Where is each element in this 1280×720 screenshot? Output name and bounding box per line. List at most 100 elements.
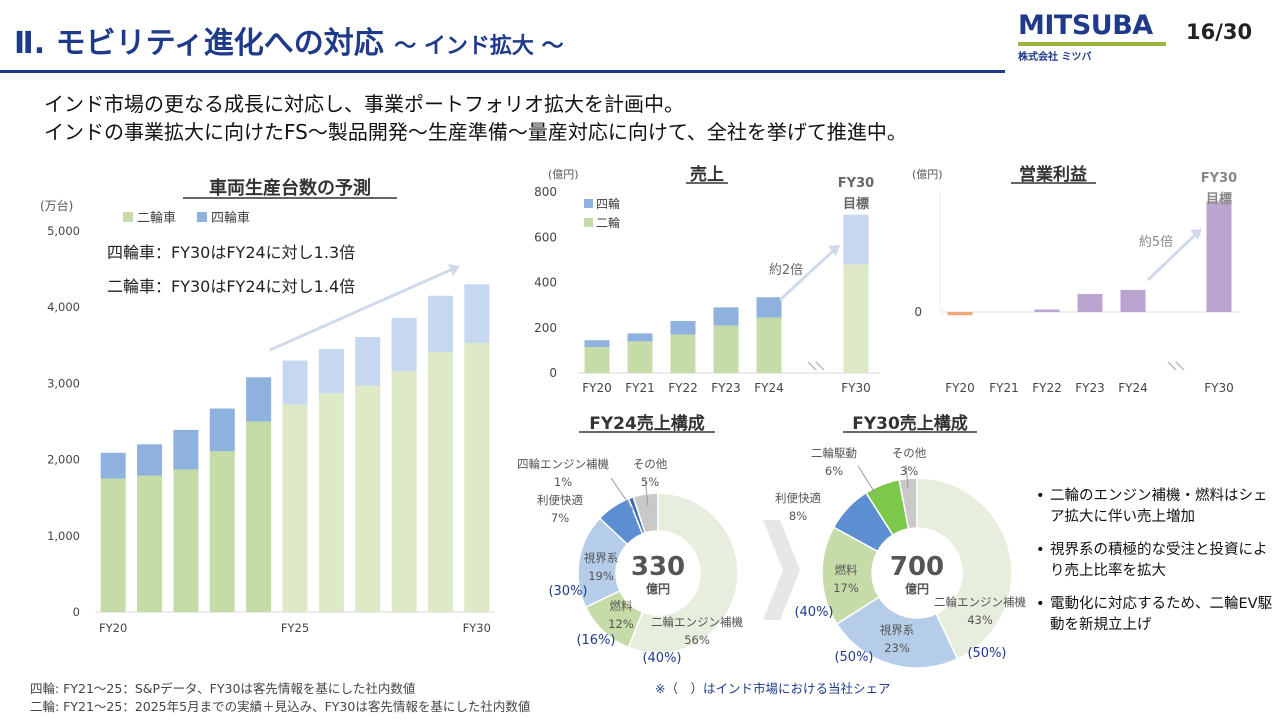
donut2-label: 視界系 [880, 623, 915, 637]
page-title: Ⅱ. モビリティ進化への対応 ～ インド拡大 ～ [14, 18, 564, 62]
donut2-label: 二輪駆動 [811, 446, 857, 460]
donut1-leader [610, 477, 634, 511]
chart1-ytick: 1,000 [47, 529, 80, 543]
chart1-bar-2w [464, 343, 490, 612]
donut2-label: 二輪エンジン補機 [934, 595, 1026, 609]
donut1-pct: 56% [684, 633, 710, 647]
donut2-slice [835, 596, 959, 669]
donut2-label: 燃料 [835, 563, 858, 577]
donut1-label: 四輪エンジン補機 [517, 457, 609, 471]
chart1-bar-4w [355, 336, 381, 386]
chart1-bar-4w [282, 360, 308, 405]
chart3-bar [1077, 293, 1103, 312]
donut1-share: (40%) [642, 651, 681, 666]
chart1-growth-arrow [269, 266, 456, 352]
donut1-pct: 19% [588, 569, 614, 583]
chart2-bar-2w [627, 341, 653, 373]
chart1-bar-2w [355, 385, 381, 612]
chart3-xtick: FY22 [1032, 381, 1062, 395]
chart2-unit: (億円) [548, 168, 579, 181]
donut1-label: 燃料 [610, 599, 633, 613]
chart1-xtick: FY30 [463, 621, 491, 635]
chart1-bar-2w [282, 404, 308, 612]
chart2-growth-arrowhead [828, 245, 840, 256]
donut2-slice [916, 477, 1013, 660]
donut1-share: (30%) [548, 584, 587, 599]
chart1-legend-2w-label: 二輪車 [137, 210, 176, 226]
chart3-ytick: 0 [914, 305, 922, 319]
chart1-legend-4w-swatch [197, 212, 207, 222]
chart1-ytick: 2,000 [47, 453, 80, 467]
chart2-ytick: 0 [549, 366, 557, 380]
donut2-leader [857, 465, 878, 497]
chart1-xtick: FY20 [99, 621, 127, 635]
page-title-main: Ⅱ. モビリティ進化への対応 [14, 26, 384, 61]
chart3-target-label-1: FY30 [1201, 171, 1237, 186]
chart2-legend-2w-label: 二輪 [596, 215, 620, 230]
donut2-center-unit: 億円 [905, 581, 929, 596]
chart3-xtick: FY24 [1118, 381, 1148, 395]
chevron-right-icon [763, 520, 800, 620]
chart3-bar [1034, 309, 1060, 312]
chart1-bar-4w [173, 429, 199, 470]
chart2-bar-4w [713, 307, 739, 326]
chart3-xtick: FY23 [1075, 381, 1105, 395]
donut1-pct: 1% [554, 475, 572, 489]
chart2-bar-2w [843, 264, 869, 373]
donut1-center-unit: 億円 [646, 581, 670, 596]
donut1-slice [627, 492, 739, 654]
donut2-share: (50%) [967, 646, 1006, 661]
chart2-xtick: FY24 [754, 381, 784, 395]
chart1-title: 車両生産台数の予測 [209, 177, 371, 199]
donut1-pct: 5% [641, 475, 659, 489]
chart2-xtick: FY22 [668, 381, 698, 395]
chart2-ytick: 800 [534, 185, 557, 199]
donut1-leader [644, 477, 649, 507]
chart2-target-label-2: 目標 [843, 196, 869, 212]
chart2-bar-4w [756, 297, 782, 318]
donut1-label: 利便快適 [537, 493, 583, 507]
donut2-pct: 43% [967, 613, 993, 627]
chart2-bar-4w [843, 214, 869, 265]
chart2-xtick: FY20 [582, 381, 612, 395]
chart3-title: 営業利益 [1019, 164, 1087, 185]
chart3-xtick: FY30 [1204, 381, 1234, 395]
donut2-label: その他 [892, 446, 927, 460]
chart2-bar-2w [756, 317, 782, 373]
chart1-legend-2w-swatch [123, 212, 133, 222]
page-number: 16/30 [1186, 20, 1253, 44]
chart2-ytick: 400 [534, 276, 557, 290]
title-rule [0, 70, 1005, 73]
chart1-bar-4w [464, 284, 490, 344]
chart1-xtick: FY25 [281, 621, 309, 635]
lead-line-1: インド市場の更なる成長に対応し、事業ポートフォリオ拡大を計画中。 [44, 92, 684, 116]
donut2-center-value: 700 [890, 552, 944, 582]
chart1-bar-4w [137, 444, 163, 476]
chart2-bar-2w [584, 346, 610, 373]
donut1-slice [632, 492, 659, 535]
donut2-share: (40%) [794, 605, 833, 620]
chart1-legend-4w-label: 四輪車 [211, 210, 250, 226]
donut2-slice [898, 477, 918, 530]
chart2-bar-4w [627, 333, 653, 342]
chart1-bar-4w [427, 295, 453, 353]
bullet-item: 二輪のエンジン補機・燃料はシェア拡大に伴い売上増加 [1036, 486, 1276, 528]
chart1-bar-4w [318, 349, 344, 394]
bullet-item: 電動化に対応するため、二輪EV駆動を新規立上げ [1036, 594, 1276, 636]
chart2-legend-4w-swatch [584, 199, 593, 208]
chart2-bar-2w [713, 325, 739, 373]
chart2-xtick: FY30 [841, 381, 871, 395]
chart2-target-label-1: FY30 [838, 176, 874, 191]
bullet-list: 二輪のエンジン補機・燃料はシェア拡大に伴い売上増加 視界系の積極的な受注と投資に… [1036, 486, 1276, 648]
chart1-bar-2w [246, 421, 272, 612]
chart2-bar-4w [670, 320, 696, 335]
donut2-pct: 8% [789, 509, 807, 523]
donut1-pct: 7% [551, 511, 569, 525]
donut1-share: (16%) [576, 633, 615, 648]
logo-bar [1018, 42, 1166, 46]
page-title-sub: ～ インド拡大 ～ [394, 34, 564, 59]
chart3-growth-arrow [1146, 232, 1198, 282]
chart3-growth-label: 約5倍 [1139, 235, 1173, 250]
donut2-pct: 17% [833, 581, 859, 595]
chart1-unit: (万台) [40, 198, 73, 213]
